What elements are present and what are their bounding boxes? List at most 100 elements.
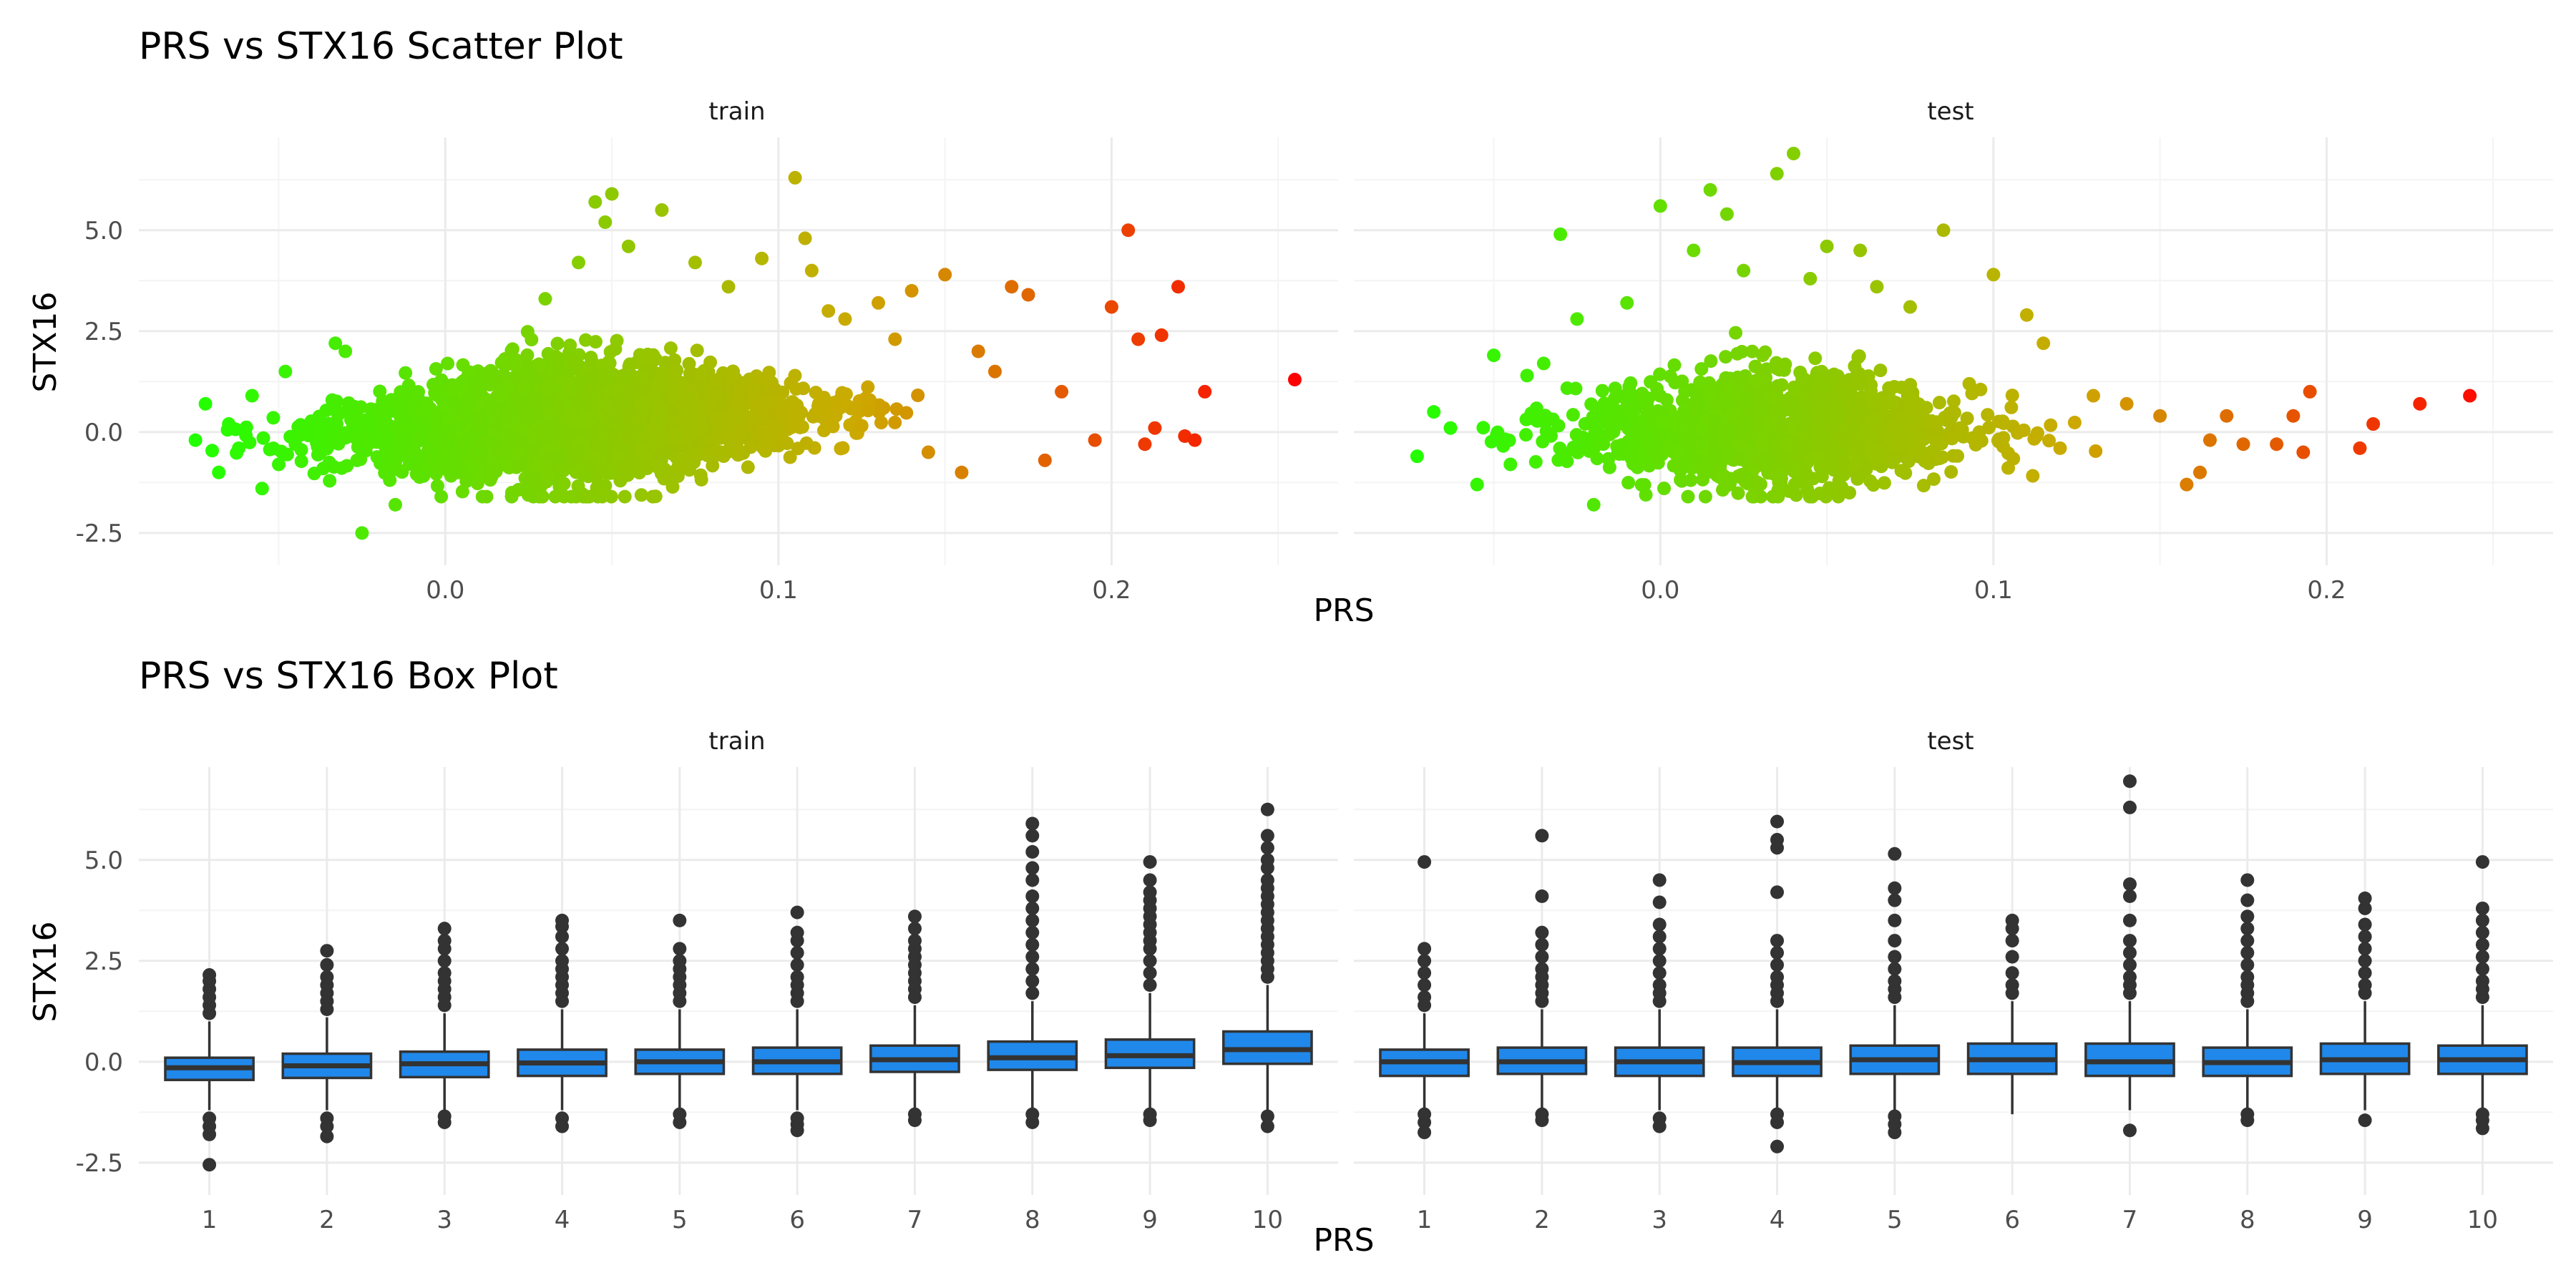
- scatter-point: [1694, 421, 1708, 436]
- box-y-axis-label: STX16: [27, 922, 64, 1023]
- scatter-point: [617, 371, 631, 386]
- outlier-point: [437, 922, 452, 936]
- scatter-point: [330, 394, 344, 409]
- scatter-point: [483, 473, 497, 487]
- scatter-point: [1852, 366, 1866, 381]
- scatter-point: [1644, 436, 1658, 450]
- outlier-point: [1652, 942, 1667, 956]
- scatter-point: [721, 280, 736, 294]
- scatter-point: [1771, 489, 1785, 504]
- outlier-point: [673, 913, 687, 927]
- scatter-point: [1520, 369, 1534, 383]
- scatter-point: [1730, 346, 1745, 361]
- x-tick-label: 3: [436, 1206, 452, 1234]
- outlier-point: [1143, 966, 1157, 980]
- scatter-point: [1650, 381, 1664, 396]
- scatter-point: [610, 333, 624, 348]
- outlier-point: [320, 970, 334, 984]
- scatter-point: [2119, 396, 2134, 411]
- outlier-point: [1652, 978, 1667, 992]
- outlier-point: [203, 1158, 217, 1172]
- scatter-point: [1800, 482, 1815, 497]
- scatter-point: [1731, 486, 1745, 500]
- scatter-point: [2044, 418, 2058, 432]
- scatter-point: [1829, 371, 1843, 386]
- scatter-point: [583, 388, 597, 402]
- scatter-point: [482, 457, 496, 472]
- scatter-point: [1696, 472, 1710, 487]
- outlier-point: [2240, 957, 2255, 972]
- scatter-point: [1737, 418, 1752, 432]
- scatter-point: [1287, 372, 1302, 386]
- scatter-point: [2303, 384, 2317, 399]
- scatter-point: [611, 449, 625, 463]
- scatter-point: [911, 389, 925, 403]
- scatter-point: [1443, 421, 1458, 435]
- scatter-point: [585, 400, 600, 414]
- scatter-point: [1750, 475, 1765, 489]
- outlier-point: [1260, 841, 1274, 855]
- scatter-y-axis-label: STX16: [27, 292, 64, 393]
- scatter-point: [938, 268, 952, 282]
- scatter-point: [1734, 374, 1748, 389]
- scatter-point: [205, 444, 220, 458]
- scatter-point: [454, 462, 468, 477]
- scatter-point: [1775, 378, 1789, 392]
- scatter-point: [872, 405, 887, 419]
- scatter-point: [1951, 449, 1965, 463]
- outlier-point: [1888, 893, 1902, 907]
- scatter-point: [1586, 497, 1601, 512]
- scatter-point: [788, 369, 802, 383]
- outlier-point: [1535, 925, 1549, 940]
- scatter-point: [1737, 399, 1751, 413]
- scatter-point: [634, 488, 648, 502]
- scatter-point: [525, 333, 539, 347]
- scatter-point: [1595, 400, 1609, 414]
- scatter-point: [1808, 371, 1823, 385]
- outlier-point: [1260, 1109, 1274, 1123]
- scatter-point: [550, 336, 565, 351]
- scatter-point: [1602, 460, 1616, 474]
- scatter-point: [1712, 398, 1727, 412]
- box-title: PRS vs STX16 Box Plot: [139, 655, 558, 698]
- scatter-point: [1188, 433, 1202, 447]
- scatter-point: [1707, 414, 1721, 428]
- scatter-point: [1646, 411, 1660, 426]
- scatter-point: [1896, 435, 1911, 449]
- scatter-point: [1470, 477, 1484, 492]
- scatter-point: [1991, 434, 2005, 448]
- scatter-point: [338, 344, 353, 358]
- x-tick-label: 1: [202, 1206, 218, 1234]
- outlier-point: [2475, 913, 2489, 927]
- outlier-point: [790, 1123, 804, 1138]
- scatter-point: [1719, 371, 1733, 385]
- x-tick-label: 6: [2004, 1206, 2020, 1234]
- scatter-point: [1621, 409, 1635, 424]
- scatter-point: [1676, 409, 1690, 423]
- scatter-point: [701, 396, 716, 410]
- scatter-title: PRS vs STX16 Scatter Plot: [139, 25, 623, 68]
- scatter-point: [1088, 433, 1102, 447]
- scatter-point: [1637, 426, 1652, 440]
- x-tick-label: 10: [2467, 1206, 2498, 1234]
- outlier-point: [907, 934, 922, 948]
- scatter-point: [1684, 473, 1698, 487]
- scatter-point: [859, 391, 873, 406]
- scatter-point: [1793, 365, 1807, 379]
- outlier-point: [2240, 1113, 2255, 1128]
- outlier-point: [320, 1129, 334, 1143]
- scatter-point: [1536, 434, 1550, 449]
- scatter-point: [1427, 405, 1441, 419]
- scatter-point: [1936, 223, 1951, 238]
- scatter-point: [540, 381, 554, 395]
- scatter-point: [1820, 239, 1834, 253]
- scatter-point: [645, 489, 660, 504]
- scatter-point: [404, 398, 418, 412]
- outlier-point: [1025, 974, 1040, 988]
- scatter-point: [1775, 358, 1789, 373]
- scatter-point: [1519, 428, 1533, 442]
- scatter-point: [1719, 350, 1733, 364]
- scatter-point: [754, 399, 769, 414]
- scatter-point: [679, 454, 693, 469]
- scatter-point: [1764, 391, 1778, 405]
